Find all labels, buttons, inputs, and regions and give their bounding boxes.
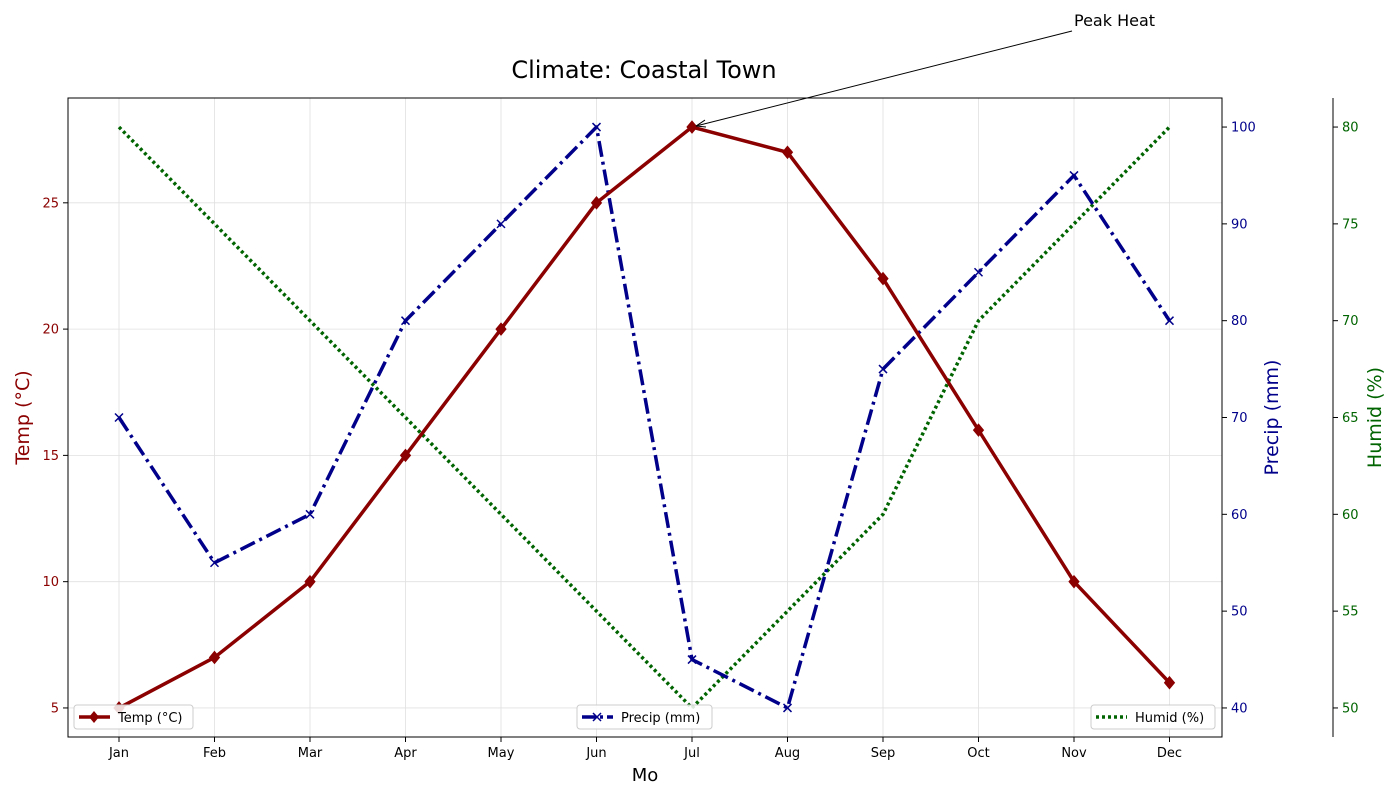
x-axis-label: Mo <box>632 765 659 786</box>
precip-axis-label: Precip (mm) <box>1261 360 1283 476</box>
precip-y-tick-label: 50 <box>1231 605 1248 620</box>
temp-point <box>208 650 221 665</box>
temp-point <box>1163 675 1176 690</box>
temp-line <box>118 125 1171 710</box>
humid-y-tick-label: 75 <box>1342 217 1359 232</box>
grid <box>68 98 1222 737</box>
legend-precip: Precip (mm) <box>576 704 713 730</box>
legend-box <box>73 704 194 730</box>
chart-title: Climate: Coastal Town <box>511 56 776 84</box>
humid-y-tick-label: 65 <box>1342 411 1359 426</box>
precip-point <box>1069 170 1079 180</box>
x-tick-label: Aug <box>775 746 800 761</box>
temp-point <box>972 423 985 437</box>
x-tick-label: Jun <box>585 746 606 761</box>
x-tick-label: Oct <box>967 746 989 761</box>
series-precip <box>114 122 1175 713</box>
x-tick-label: May <box>488 746 515 761</box>
legend-label: Temp (°C) <box>117 711 183 726</box>
temp-y-tick-label: 5 <box>51 701 59 716</box>
precip-point <box>400 316 411 326</box>
humid-line <box>117 125 1171 710</box>
humid-y-tick-label: 60 <box>1342 508 1359 523</box>
series-humid <box>117 125 1171 710</box>
humid-y-tick-label: 55 <box>1342 605 1359 620</box>
temp-y-tick-label: 20 <box>42 323 59 338</box>
legend-marker <box>592 712 602 722</box>
precip-y-tick-label: 40 <box>1231 701 1248 716</box>
legend-label: Humid (%) <box>1135 711 1204 726</box>
precip-point <box>496 219 506 229</box>
precip-point <box>782 703 793 713</box>
annotation-text: Peak Heat <box>1074 11 1155 30</box>
precip-point <box>305 509 315 519</box>
temp-point <box>495 322 507 336</box>
legend-temp: Temp (°C) <box>73 704 194 730</box>
x-tick-label: Jan <box>108 746 129 761</box>
temp-point <box>304 574 316 589</box>
humid-y-tick-label: 80 <box>1342 121 1359 136</box>
precip-point <box>687 655 697 665</box>
precip-y-tick-label: 100 <box>1231 121 1256 136</box>
humid-y-tick-label: 50 <box>1342 701 1359 716</box>
precip-point <box>591 122 602 132</box>
annotation-arrowhead <box>695 119 707 128</box>
temp-point <box>686 120 698 134</box>
temp-y-tick-label: 25 <box>42 196 59 211</box>
temp-y-tick-label: 10 <box>42 575 59 590</box>
precip-line <box>117 125 1171 710</box>
series-temp <box>113 120 1176 715</box>
legend-marker <box>89 711 99 723</box>
temp-axis-label: Temp (°C) <box>12 370 34 465</box>
x-tick-label: Nov <box>1061 746 1087 761</box>
precip-point <box>878 364 888 374</box>
precip-y-tick-label: 80 <box>1231 314 1248 329</box>
temp-point <box>399 448 412 463</box>
legend-box <box>1090 704 1216 730</box>
plot-frame <box>67 97 1223 738</box>
x-tick-label: Dec <box>1157 746 1182 761</box>
x-tick-label: Mar <box>298 746 323 761</box>
precip-point <box>209 558 220 568</box>
legend-box <box>576 704 713 730</box>
x-tick-label: Feb <box>203 746 226 761</box>
x-tick-label: Jul <box>683 746 700 761</box>
temp-point <box>1068 574 1080 589</box>
precip-y-tick-label: 70 <box>1231 411 1248 426</box>
legend-humid: Humid (%) <box>1090 704 1216 730</box>
precip-y-tick-label: 60 <box>1231 508 1248 523</box>
humid-y-tick-label: 70 <box>1342 314 1359 329</box>
precip-y-tick-label: 90 <box>1231 217 1248 232</box>
temp-point <box>781 145 794 160</box>
humid-axis-label: Humid (%) <box>1364 367 1386 468</box>
x-tick-label: Apr <box>394 746 417 761</box>
precip-point <box>973 267 984 277</box>
x-tick-label: Sep <box>871 746 896 761</box>
precip-point <box>1164 316 1175 326</box>
precip-point <box>114 412 124 423</box>
annotation-arrow <box>695 30 1073 127</box>
temp-point <box>590 196 603 210</box>
temp-point <box>877 271 889 286</box>
temp-y-tick-label: 15 <box>42 449 59 464</box>
legend-label: Precip (mm) <box>621 711 700 726</box>
